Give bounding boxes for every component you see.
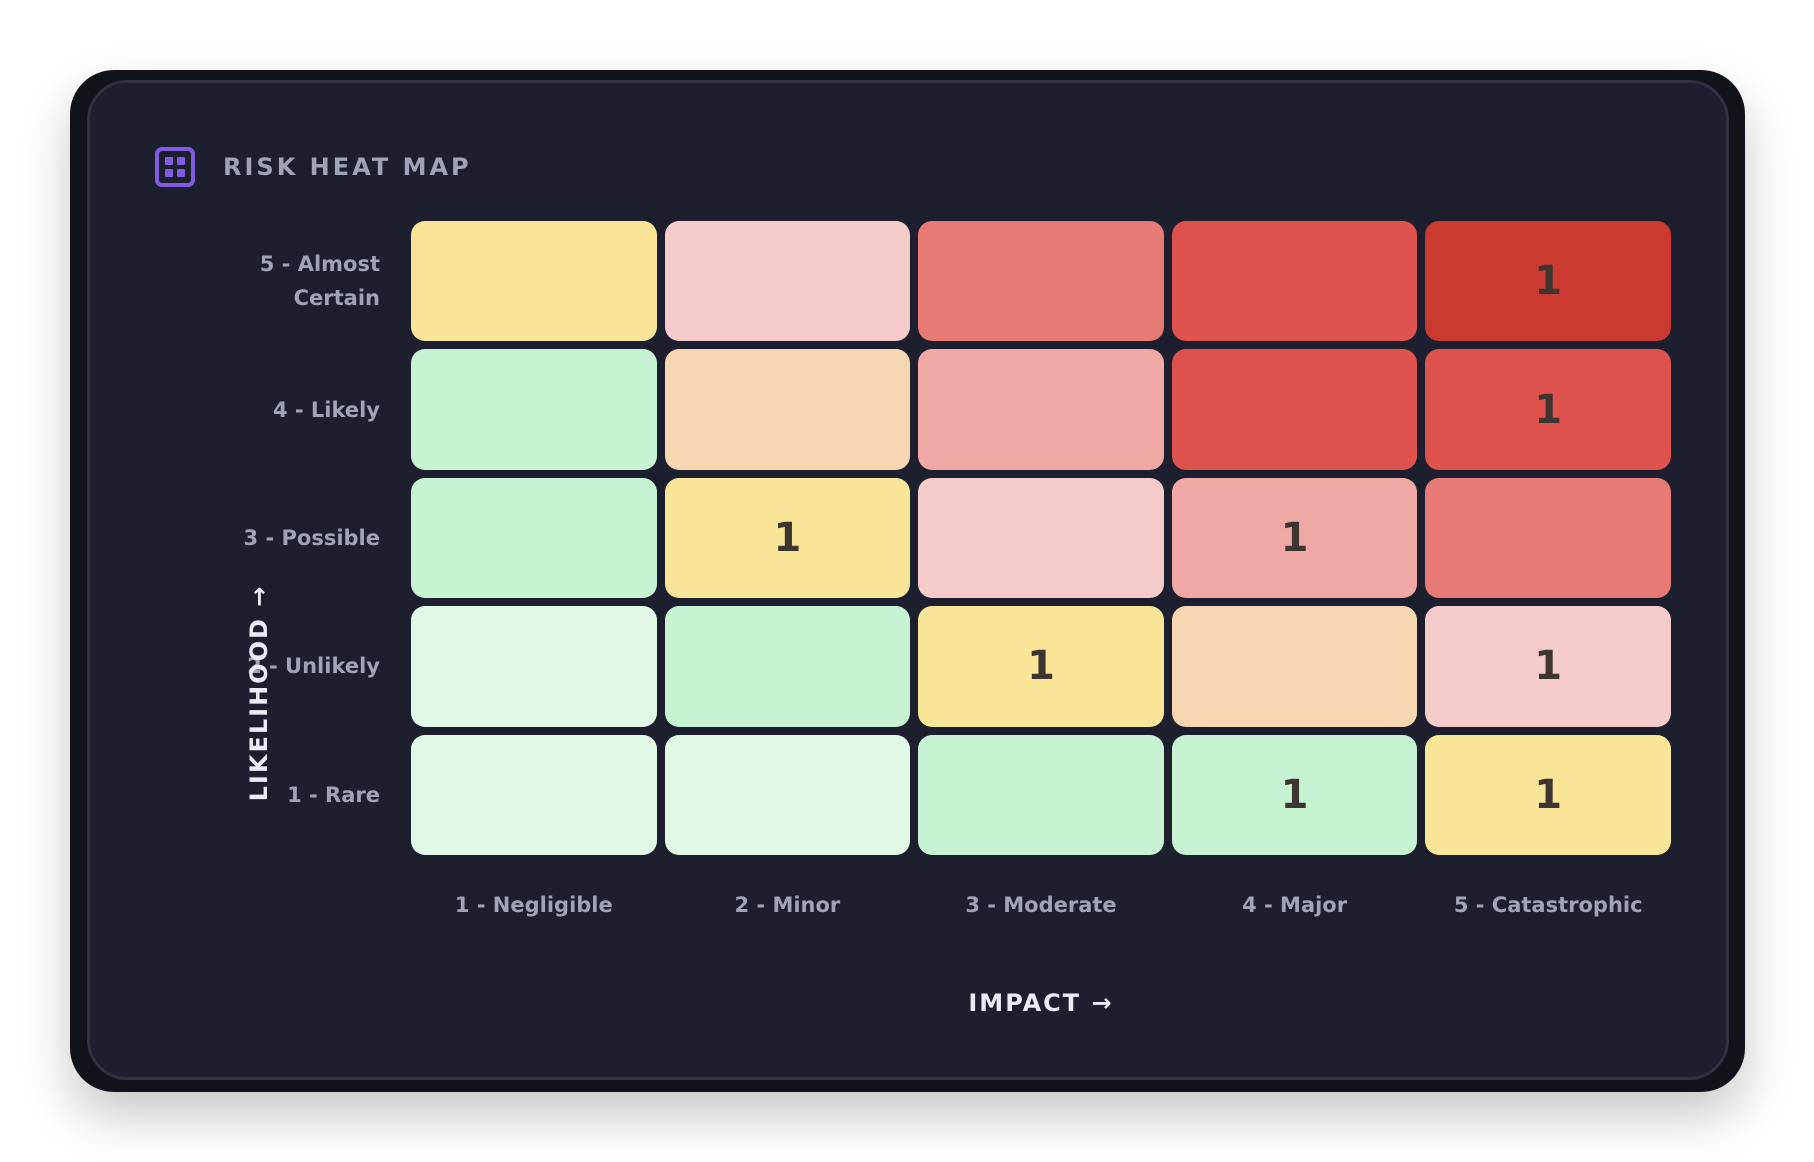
heatmap-cell[interactable] xyxy=(1171,221,1418,342)
cell-count-label: 1 xyxy=(773,514,802,561)
cell-count-label: 1 xyxy=(1280,771,1309,818)
risk-heat-map-card: RISK HEAT MAP 5 - Almost Certain 4 - Like… xyxy=(87,80,1729,1080)
heatmap-cell[interactable] xyxy=(664,221,911,342)
heatmap-cell[interactable]: 1 xyxy=(1425,606,1671,727)
heatmap-cell[interactable] xyxy=(411,477,657,599)
heatmap-cell[interactable] xyxy=(1171,606,1418,727)
heatmap-cell[interactable]: 1 xyxy=(1425,349,1671,470)
heatmap-cell[interactable] xyxy=(918,349,1164,470)
x-tick-label: 2 - Minor xyxy=(734,893,841,917)
cell-count-label: 1 xyxy=(1534,258,1563,305)
y-axis-title: LIKELIHOOD → xyxy=(245,584,273,802)
heatmap-cell[interactable] xyxy=(664,349,911,470)
cell-count-label: 1 xyxy=(1534,643,1563,690)
heatmap-cell[interactable] xyxy=(411,606,657,727)
y-tick-label: 1 - Rare xyxy=(287,782,380,807)
heatmap-cell[interactable]: 1 xyxy=(1425,734,1671,855)
impact-tick-labels: 1 - Negligible 2 - Minor 3 - Moderate 4 - M… xyxy=(411,893,1671,917)
heatmap-cell[interactable] xyxy=(1171,349,1418,470)
likelihood-tick-labels: 5 - Almost Certain 4 - Likely 3 - Possible… xyxy=(210,221,380,855)
heatmap-cell[interactable] xyxy=(1425,477,1671,599)
outer-frame: RISK HEAT MAP 5 - Almost Certain 4 - Like… xyxy=(70,70,1745,1092)
heatmap-cell[interactable]: 1 xyxy=(1171,477,1418,599)
x-axis-title: IMPACT → xyxy=(968,989,1114,1017)
x-tick-label: 1 - Negligible xyxy=(454,893,613,917)
card-title: RISK HEAT MAP xyxy=(223,153,472,181)
heatmap-grid: 1 1 1 1 1 1 1 1 xyxy=(411,221,1671,855)
heatmap-cell[interactable] xyxy=(664,734,911,855)
heatmap-cell[interactable]: 1 xyxy=(1425,221,1671,342)
heatmap-cell[interactable] xyxy=(918,221,1164,342)
y-tick-label: 5 - Almost Certain xyxy=(259,252,380,311)
heatmap-cell[interactable]: 1 xyxy=(664,477,911,599)
y-tick-label: 3 - Possible xyxy=(243,525,380,550)
x-tick-label: 5 - Catastrophic xyxy=(1453,893,1643,917)
y-tick-label: 2 - Unlikely xyxy=(247,654,380,679)
cell-count-label: 1 xyxy=(1280,514,1309,561)
grid-icon xyxy=(155,147,195,187)
heatmap-cell[interactable]: 1 xyxy=(1171,734,1418,855)
heatmap-cell[interactable] xyxy=(664,606,911,727)
heatmap-cell[interactable] xyxy=(411,221,657,342)
card-header: RISK HEAT MAP xyxy=(155,145,472,189)
heatmap-cell[interactable]: 1 xyxy=(918,606,1164,727)
x-tick-label: 3 - Moderate xyxy=(965,893,1117,917)
x-tick-label: 4 - Major xyxy=(1242,893,1348,917)
heatmap-cell[interactable] xyxy=(918,734,1164,855)
cell-count-label: 1 xyxy=(1534,771,1563,818)
heatmap-cell[interactable] xyxy=(918,477,1164,599)
heatmap-cell[interactable] xyxy=(411,734,657,855)
cell-count-label: 1 xyxy=(1027,643,1055,690)
cell-count-label: 1 xyxy=(1534,386,1563,433)
heatmap-cell[interactable] xyxy=(411,349,657,470)
y-tick-label: 4 - Likely xyxy=(272,397,380,422)
